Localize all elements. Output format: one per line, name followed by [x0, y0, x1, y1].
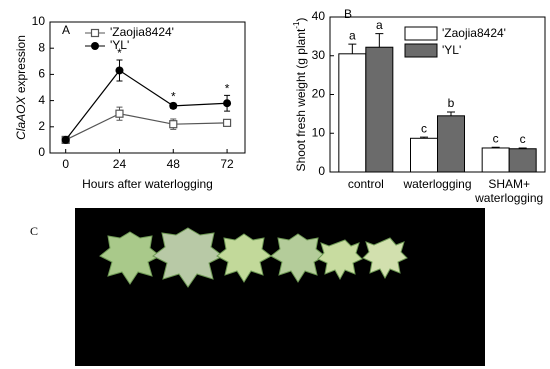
y-tick-label: 30: [312, 48, 326, 62]
bar: [410, 137, 438, 173]
y-tick-label: 2: [38, 119, 45, 133]
significance-letter: c: [421, 121, 427, 135]
y-axis-title-part: expression: [14, 35, 28, 96]
y-axis-title-part: -1: [292, 21, 301, 29]
marker: [61, 135, 70, 144]
bar: [437, 115, 465, 173]
x-tick-label: control: [347, 177, 384, 191]
error-bar: [375, 33, 384, 48]
y-tick-label: 4: [38, 93, 45, 107]
x-tick-label: 0: [62, 157, 69, 171]
significance-letter: a: [349, 28, 356, 42]
sample-label: 'YL': [380, 292, 400, 306]
sample-label: 'YL': [177, 292, 197, 306]
photo-background: [75, 208, 485, 366]
x-tick-label: 24: [113, 157, 127, 171]
x-tick-label: 72: [220, 157, 234, 171]
significance-letter: c: [493, 131, 499, 145]
significance-letter: c: [520, 132, 526, 146]
x-tick-label: 48: [167, 157, 181, 171]
marker: [222, 118, 232, 127]
significance-mark: *: [117, 46, 122, 60]
sample-label: 'Zaojia8424': [101, 292, 160, 306]
marker: [115, 109, 124, 118]
bar: [365, 46, 394, 173]
x-axis-title: Hours after waterlogging: [82, 177, 213, 191]
x-tick-label: waterlogging: [403, 177, 472, 191]
y-tick-label: 0: [38, 145, 45, 159]
significance-mark: *: [171, 89, 176, 103]
panel-label: A: [62, 23, 70, 37]
y-tick-label: 10: [32, 14, 46, 28]
legend-label: 'Zaojia8424': [442, 26, 506, 40]
group-label: Waterlogging: [238, 318, 303, 332]
legend-swatch: [404, 43, 438, 58]
legend-label: 'YL': [442, 43, 461, 57]
leaf: [99, 231, 161, 285]
series-line: [65, 113, 228, 141]
leaf: [317, 239, 363, 281]
series-line: [65, 69, 228, 141]
bar: [508, 148, 537, 173]
sample-label: 'Zaojia8424': [316, 292, 375, 306]
bar: [481, 147, 510, 173]
leaf: [216, 233, 272, 283]
panel-label: B: [344, 7, 352, 21]
y-axis-title-part: ClaAOX: [14, 96, 28, 140]
y-tick-label: 40: [312, 9, 326, 23]
group-label: SHAM + waterlogging: [312, 318, 423, 332]
panel-label: C: [30, 224, 38, 238]
legend-label: 'YL': [110, 38, 129, 52]
y-axis-title-part: ): [294, 18, 308, 22]
marker: [169, 101, 178, 110]
leaves: [99, 227, 408, 288]
x-tick-label: SHAM+ waterlogging: [475, 177, 544, 205]
significance-letter: a: [376, 18, 383, 32]
leaf: [152, 227, 224, 288]
error-bar: [491, 146, 500, 148]
group-label: Control: [140, 318, 177, 332]
y-axis-title: Shoot fresh weight (g plant-1): [292, 18, 308, 172]
error-bar: [420, 136, 428, 139]
y-axis-title-part: Shoot fresh weight (g plant: [294, 28, 308, 171]
plot-frame: [49, 21, 246, 154]
y-axis-title: ClaAOX expression: [14, 35, 28, 140]
significance-letter: b: [448, 96, 455, 110]
y-tick-label: 6: [38, 67, 45, 81]
marker: [90, 28, 100, 38]
error-bar: [447, 111, 455, 116]
y-tick-label: 0: [318, 164, 325, 178]
bar: [338, 53, 367, 173]
legend-swatch: [404, 26, 438, 41]
marker: [169, 120, 178, 129]
significance-mark: *: [225, 82, 230, 96]
marker: [115, 66, 124, 75]
marker: [91, 42, 99, 50]
y-tick-label: 8: [38, 40, 45, 54]
y-tick-label: 20: [312, 87, 326, 101]
error-bar: [348, 43, 357, 54]
marker: [223, 99, 232, 108]
legend-label: 'Zaojia8424': [110, 25, 174, 39]
sample-label: 'Zaojia8424': [215, 292, 274, 306]
error-bar: [518, 147, 527, 149]
leaf: [270, 233, 326, 283]
sample-label: 'YL': [288, 292, 308, 306]
leaf: [362, 237, 408, 280]
y-tick-label: 10: [312, 125, 326, 139]
